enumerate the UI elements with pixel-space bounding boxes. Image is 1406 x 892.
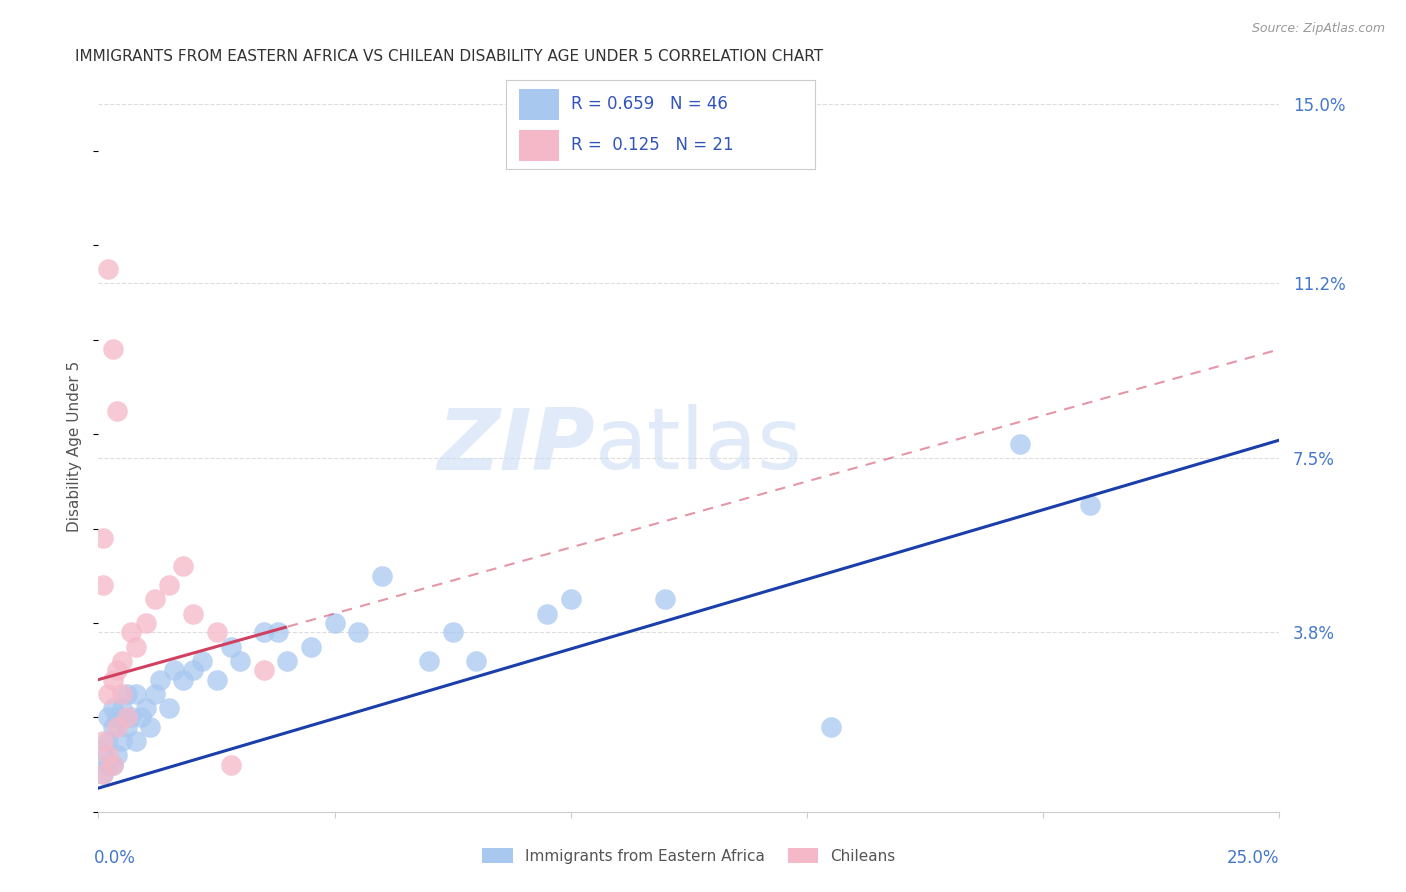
- Point: [105, 710, 128, 724]
- Point: [143, 592, 166, 607]
- Point: [91, 767, 114, 781]
- Point: [172, 559, 194, 574]
- Point: [299, 640, 322, 654]
- Point: [181, 607, 204, 621]
- Point: [105, 720, 128, 734]
- Point: [101, 757, 124, 772]
- Point: [465, 654, 488, 668]
- Point: [143, 687, 166, 701]
- Point: [121, 625, 143, 640]
- Point: [205, 673, 228, 687]
- Point: [441, 625, 464, 640]
- Point: [205, 625, 228, 640]
- Point: [101, 720, 124, 734]
- Point: [115, 720, 138, 734]
- Bar: [519, 130, 558, 161]
- Point: [536, 607, 558, 621]
- Point: [105, 403, 128, 417]
- Point: [820, 720, 842, 734]
- Point: [371, 568, 394, 582]
- Point: [125, 640, 148, 654]
- Point: [105, 748, 128, 763]
- Text: 0.0%: 0.0%: [94, 849, 135, 868]
- Text: IMMIGRANTS FROM EASTERN AFRICA VS CHILEAN DISABILITY AGE UNDER 5 CORRELATION CHA: IMMIGRANTS FROM EASTERN AFRICA VS CHILEA…: [75, 49, 823, 64]
- Point: [253, 625, 276, 640]
- Point: [125, 687, 148, 701]
- Point: [91, 578, 114, 592]
- Point: [111, 687, 134, 701]
- Point: [267, 625, 290, 640]
- Text: Source: ZipAtlas.com: Source: ZipAtlas.com: [1251, 22, 1385, 36]
- Point: [654, 592, 676, 607]
- Point: [135, 615, 157, 630]
- Text: 25.0%: 25.0%: [1227, 849, 1279, 868]
- Point: [111, 734, 134, 748]
- Point: [181, 663, 204, 677]
- Point: [115, 710, 138, 724]
- Point: [97, 748, 120, 763]
- Point: [91, 767, 114, 781]
- Point: [219, 640, 242, 654]
- Point: [91, 734, 114, 748]
- Point: [219, 757, 242, 772]
- Point: [229, 654, 252, 668]
- Point: [101, 757, 124, 772]
- Point: [276, 654, 298, 668]
- Point: [139, 720, 162, 734]
- Text: R =  0.125   N = 21: R = 0.125 N = 21: [571, 136, 734, 154]
- Point: [97, 262, 120, 277]
- Point: [149, 673, 172, 687]
- Point: [101, 343, 124, 357]
- Point: [157, 701, 180, 715]
- Point: [97, 710, 120, 724]
- Point: [125, 734, 148, 748]
- Bar: [519, 89, 558, 120]
- Point: [253, 663, 276, 677]
- Point: [111, 701, 134, 715]
- Legend: Immigrants from Eastern Africa, Chileans: Immigrants from Eastern Africa, Chileans: [477, 842, 901, 870]
- Text: ZIP: ZIP: [437, 404, 595, 488]
- Text: R = 0.659   N = 46: R = 0.659 N = 46: [571, 95, 728, 113]
- Point: [101, 673, 124, 687]
- Point: [91, 531, 114, 545]
- Point: [121, 710, 143, 724]
- Point: [111, 654, 134, 668]
- Point: [347, 625, 370, 640]
- Point: [97, 757, 120, 772]
- Point: [97, 734, 120, 748]
- Point: [191, 654, 214, 668]
- Point: [1008, 436, 1031, 450]
- Point: [1080, 498, 1102, 512]
- Point: [418, 654, 440, 668]
- Point: [105, 663, 128, 677]
- Point: [135, 701, 157, 715]
- Point: [163, 663, 186, 677]
- Point: [97, 687, 120, 701]
- Point: [129, 710, 152, 724]
- Point: [323, 615, 346, 630]
- Point: [172, 673, 194, 687]
- Point: [560, 592, 582, 607]
- Text: atlas: atlas: [595, 404, 803, 488]
- Point: [91, 748, 114, 763]
- Point: [101, 701, 124, 715]
- Y-axis label: Disability Age Under 5: Disability Age Under 5: [67, 360, 83, 532]
- Point: [157, 578, 180, 592]
- Point: [115, 687, 138, 701]
